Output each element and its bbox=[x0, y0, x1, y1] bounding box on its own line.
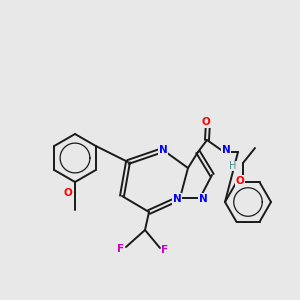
Text: F: F bbox=[161, 245, 169, 255]
Text: O: O bbox=[64, 188, 72, 198]
Text: N: N bbox=[199, 194, 207, 204]
Text: N: N bbox=[172, 194, 182, 204]
Text: N: N bbox=[159, 145, 167, 155]
Text: O: O bbox=[236, 176, 244, 186]
Text: F: F bbox=[117, 244, 124, 254]
Text: N: N bbox=[222, 145, 230, 155]
Text: O: O bbox=[202, 117, 210, 127]
Text: H: H bbox=[229, 161, 237, 171]
